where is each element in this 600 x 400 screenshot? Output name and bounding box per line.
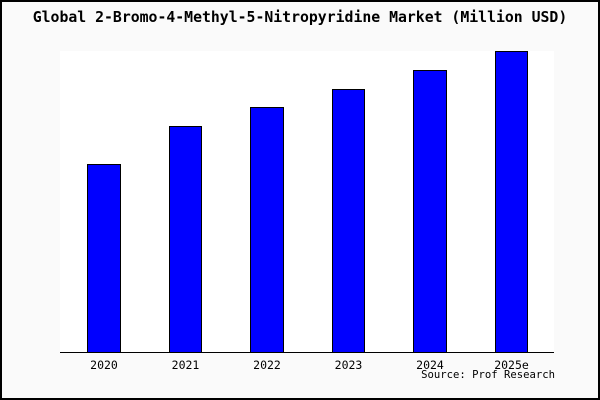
- bar-2025e: [494, 51, 529, 352]
- bar-2021: [168, 126, 203, 352]
- bar-2022: [250, 107, 284, 352]
- x-axis-labels: 2020 2021 2022 2023 2024 2025e: [2, 358, 598, 372]
- x-tick-label-2024: 2024: [416, 358, 444, 372]
- bar-2020: [87, 163, 121, 352]
- source-credit: Source: Prof Research: [421, 369, 555, 381]
- x-tick-label-2020: 2020: [90, 358, 118, 372]
- x-tick-label-2022: 2022: [253, 358, 281, 372]
- x-tick-label-2025e: 2025e: [494, 358, 529, 372]
- bar-2024: [413, 69, 447, 352]
- chart-title: Global 2-Bromo-4-Methyl-5-Nitropyridine …: [32, 9, 568, 26]
- plot-area: [60, 51, 554, 353]
- x-tick-label-2023: 2023: [334, 358, 363, 372]
- x-tick-label-2021: 2021: [171, 358, 200, 372]
- bar-2023: [331, 88, 366, 352]
